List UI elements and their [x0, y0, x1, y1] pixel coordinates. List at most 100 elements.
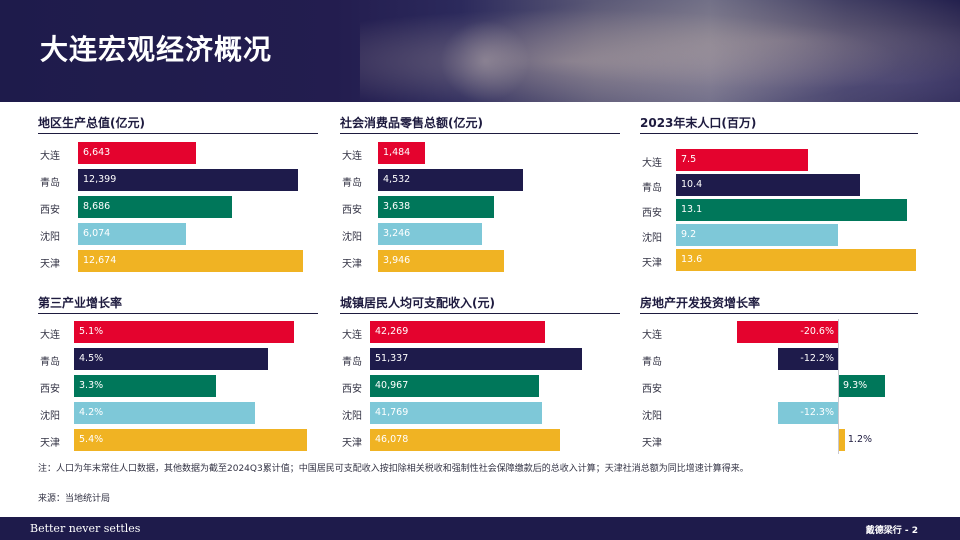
- bar-value-label: 5.4%: [79, 434, 104, 445]
- bar-沈阳: [78, 223, 186, 245]
- category-label: 沈阳: [342, 411, 362, 422]
- bar-青岛: [78, 169, 299, 191]
- bar-大连: [78, 142, 196, 164]
- bar-青岛: [74, 348, 269, 370]
- bar-value-label: 4.5%: [79, 353, 104, 364]
- category-label: 沈阳: [40, 232, 60, 243]
- category-label: 天津: [642, 438, 662, 449]
- bar-value-label: 42,269: [375, 326, 409, 337]
- chart-panel-income: 城镇居民人均可支配收入(元) 大连 42,269 青岛 51,337 西安 40,967 沈阳…: [340, 294, 620, 454]
- bar-value-label: 40,967: [375, 380, 409, 391]
- footer-bar: Better never settles 戴德梁行 - 2: [0, 517, 960, 540]
- category-label: 西安: [342, 384, 362, 395]
- bar-沈阳: [370, 402, 543, 424]
- bar-大连: [74, 321, 295, 343]
- category-label: 沈阳: [40, 411, 60, 422]
- chart-title: 社会消费品零售总额(亿元): [340, 116, 483, 130]
- category-label: 青岛: [40, 357, 60, 368]
- title-rule: [640, 133, 918, 134]
- source-note: 来源：当地统计局: [38, 494, 111, 504]
- category-label: 天津: [342, 438, 362, 449]
- bar-value-label: 4.2%: [79, 407, 104, 418]
- bar-青岛: [378, 169, 523, 191]
- category-label: 沈阳: [642, 233, 662, 244]
- bar-沈阳: [777, 402, 838, 424]
- bar-value-label: 7.5: [681, 154, 697, 165]
- bar-value-label: 13.1: [681, 204, 703, 215]
- chart-panel-retail: 社会消费品零售总额(亿元) 大连 1,484 青岛 4,532 西安 3,638 沈阳 3,24…: [340, 114, 620, 274]
- page-number: 戴德梁行 - 2: [865, 526, 918, 536]
- bar-天津: [370, 429, 561, 451]
- bar-value-label: 12,674: [83, 255, 117, 266]
- category-label: 西安: [642, 384, 662, 395]
- chart-panel-pop: 2023年末人口(百万) 大连 7.5 青岛 10.4 西安 13.1 沈阳 9.2 天津 13.6: [640, 114, 918, 274]
- bar-value-label: -12.3%: [800, 407, 834, 418]
- bar-value-label: 6,643: [83, 147, 111, 158]
- bar-大连: [737, 321, 838, 343]
- header-background-image: [360, 0, 960, 102]
- bar-大连: [378, 142, 426, 164]
- category-label: 天津: [642, 258, 662, 269]
- bar-天津: [676, 249, 916, 271]
- category-label: 大连: [342, 330, 362, 341]
- category-label: 青岛: [40, 178, 60, 189]
- category-label: 青岛: [642, 183, 662, 194]
- chart-panel-realestate: 房地产开发投资增长率 大连 -20.6% 青岛 -12.2% 西安 9.3% 沈阳 -12.3%…: [640, 294, 918, 454]
- chart-panel-tertiary: 第三产业增长率 大连 5.1% 青岛 4.5% 西安 3.3% 沈阳 4.2% 天津 5.4%: [38, 294, 318, 454]
- bar-value-label: -12.2%: [800, 353, 834, 364]
- page-title: 大连宏观经济概况: [40, 33, 273, 66]
- bar-value-label: 41,769: [375, 407, 409, 418]
- category-label: 天津: [40, 259, 60, 270]
- chart-title: 地区生产总值(亿元): [38, 116, 145, 130]
- category-label: 西安: [40, 205, 60, 216]
- bar-沈阳: [74, 402, 256, 424]
- bar-大连: [370, 321, 545, 343]
- bar-西安: [378, 196, 495, 218]
- chart-title: 城镇居民人均可支配收入(元): [340, 296, 495, 310]
- category-label: 西安: [642, 208, 662, 219]
- zero-axis: [838, 319, 839, 454]
- bar-value-label: 13.6: [681, 254, 703, 265]
- bar-value-label: 46,078: [375, 434, 409, 445]
- bar-value-label: 3,638: [383, 201, 411, 212]
- category-label: 大连: [642, 330, 662, 341]
- header-banner: 大连宏观经济概况: [0, 0, 960, 102]
- title-rule: [38, 133, 318, 134]
- category-label: 青岛: [342, 357, 362, 368]
- category-label: 沈阳: [642, 411, 662, 422]
- chart-title: 房地产开发投资增长率: [640, 296, 761, 310]
- bar-沈阳: [676, 224, 839, 246]
- footer-slogan: Better never settles: [30, 522, 141, 535]
- bar-大连: [676, 149, 809, 171]
- bar-青岛: [778, 348, 838, 370]
- bar-value-label: -20.6%: [800, 326, 834, 337]
- bar-沈阳: [378, 223, 482, 245]
- bar-value-label: 6,074: [83, 228, 111, 239]
- title-rule: [340, 133, 620, 134]
- bar-西安: [676, 199, 908, 221]
- bar-value-label: 51,337: [375, 353, 409, 364]
- bar-value-label: 3,946: [383, 255, 411, 266]
- category-label: 青岛: [342, 178, 362, 189]
- category-label: 西安: [342, 205, 362, 216]
- chart-title: 第三产业增长率: [38, 296, 123, 310]
- category-label: 沈阳: [342, 232, 362, 243]
- category-label: 大连: [40, 330, 60, 341]
- bar-value-label: 1.2%: [847, 434, 873, 445]
- bar-天津: [74, 429, 307, 451]
- bar-天津: [839, 429, 845, 451]
- chart-title: 2023年末人口(百万): [640, 116, 757, 130]
- bar-value-label: 9.3%: [843, 380, 868, 391]
- category-label: 西安: [40, 384, 60, 395]
- bar-value-label: 5.1%: [79, 326, 104, 337]
- category-label: 青岛: [642, 357, 662, 368]
- bar-青岛: [676, 174, 860, 196]
- bar-天津: [78, 250, 303, 272]
- bar-value-label: 3.3%: [79, 380, 104, 391]
- bar-value-label: 12,399: [83, 174, 117, 185]
- title-rule: [640, 313, 918, 314]
- category-label: 大连: [40, 151, 60, 162]
- category-label: 大连: [342, 151, 362, 162]
- bar-西安: [839, 375, 885, 397]
- bar-value-label: 1,484: [383, 147, 411, 158]
